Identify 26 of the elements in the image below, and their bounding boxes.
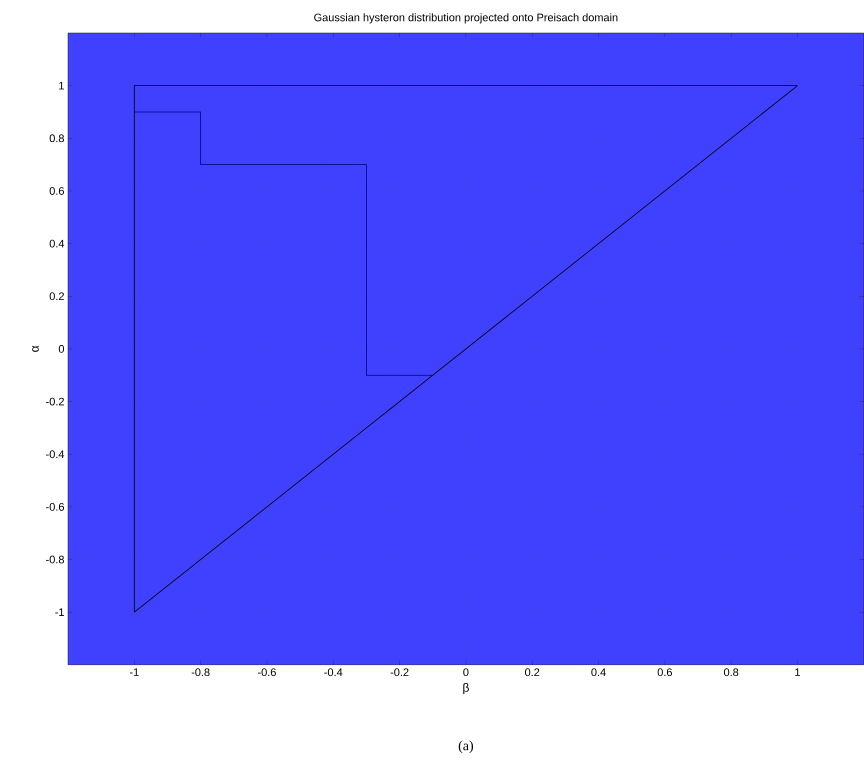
chart-title: Gaussian hysteron distribution projected onto Preisach domain <box>314 13 618 24</box>
y-axis-title: α <box>32 346 39 352</box>
x-tick-label: -0.4 <box>324 668 342 676</box>
x-tick-label: -0.2 <box>390 668 408 676</box>
y-tick-label: -1 <box>55 608 64 616</box>
y-tick-label: 1 <box>59 82 64 90</box>
x-axis-title: β <box>463 683 469 694</box>
x-tick-label: -0.8 <box>192 668 210 676</box>
x-tick-label: 0.8 <box>724 668 738 676</box>
y-tick-label: -0.8 <box>46 556 64 564</box>
x-tick-label: 0 <box>463 668 469 676</box>
x-tick-label: 0.4 <box>591 668 606 676</box>
x-tick-label: 0.6 <box>658 668 672 676</box>
x-tick-label: -0.6 <box>258 668 276 676</box>
y-tick-label: 0.8 <box>50 134 64 142</box>
y-tick-label: 0.6 <box>50 187 64 195</box>
x-tick-label: 1 <box>795 668 800 676</box>
y-tick-label: 0.4 <box>50 240 64 248</box>
text: (a) <box>458 740 474 754</box>
y-tick-label: -0.4 <box>46 450 64 458</box>
x-tick-label: -1 <box>130 668 139 676</box>
x-tick-label: 0.2 <box>525 668 540 676</box>
y-tick-label: 0 <box>58 345 64 353</box>
y-tick-label: -0.6 <box>46 503 64 511</box>
y-tick-label: -0.2 <box>46 398 64 406</box>
y-tick-label: 0.2 <box>50 292 64 300</box>
